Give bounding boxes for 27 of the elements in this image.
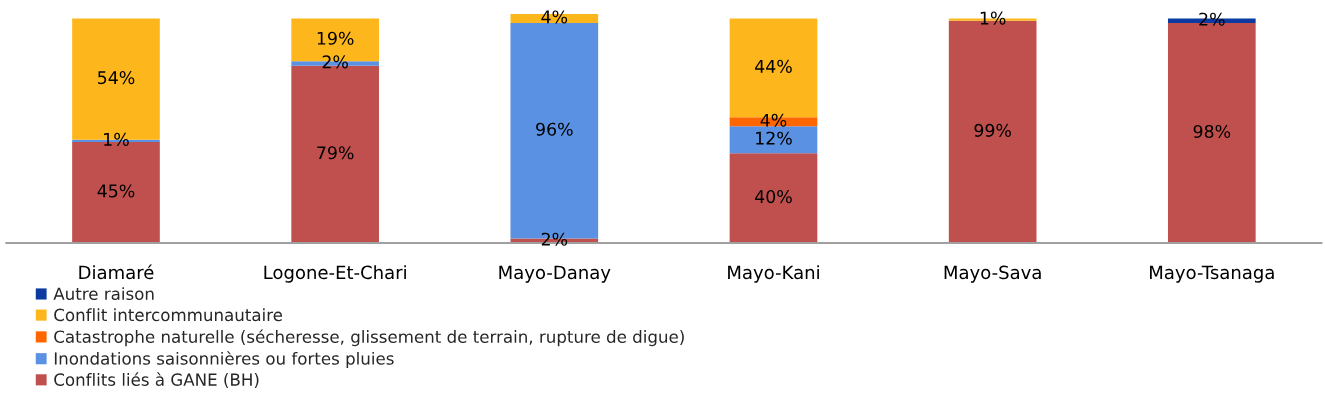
data-label: 19%	[317, 31, 354, 45]
x-tick-label: Diamaré	[79, 264, 154, 280]
legend-label: Conflits liés à GANE (BH)	[54, 372, 259, 388]
x-tick-label: Mayo-Sava	[944, 265, 1041, 283]
data-label: 4%	[760, 113, 787, 127]
data-label: 1%	[980, 11, 1006, 25]
bar	[729, 153, 818, 243]
data-label: 44%	[755, 59, 792, 73]
x-tick-label: Mayo-Kani	[728, 265, 819, 283]
data-label: 54%	[98, 71, 135, 85]
legend-label: Inondations saisonnières ou fortes pluies	[54, 351, 394, 369]
data-label: 79%	[317, 146, 354, 160]
data-label: 99%	[974, 123, 1011, 137]
data-label: 40%	[755, 190, 792, 204]
data-label: 45%	[97, 184, 135, 198]
x-tick-label: Logone-Et-Chari	[264, 265, 406, 283]
legend-label: Conflit intercommunautaire	[54, 308, 283, 322]
data-label: 96%	[536, 122, 573, 136]
data-label: 4%	[541, 10, 568, 24]
x-tick-label: Mayo-Tsanaga	[1150, 265, 1274, 283]
legend-label: Autre raison	[53, 287, 154, 301]
data-label: 12%	[756, 131, 792, 145]
data-label: 98%	[1193, 124, 1231, 139]
x-tick-label: Mayo-Danay	[499, 265, 611, 283]
legend-label: Catastrophe naturelle (sécheresse, glissement de terrain, rupture de digue)	[54, 329, 684, 347]
bar	[729, 126, 818, 154]
data-label: 2%	[541, 232, 568, 246]
